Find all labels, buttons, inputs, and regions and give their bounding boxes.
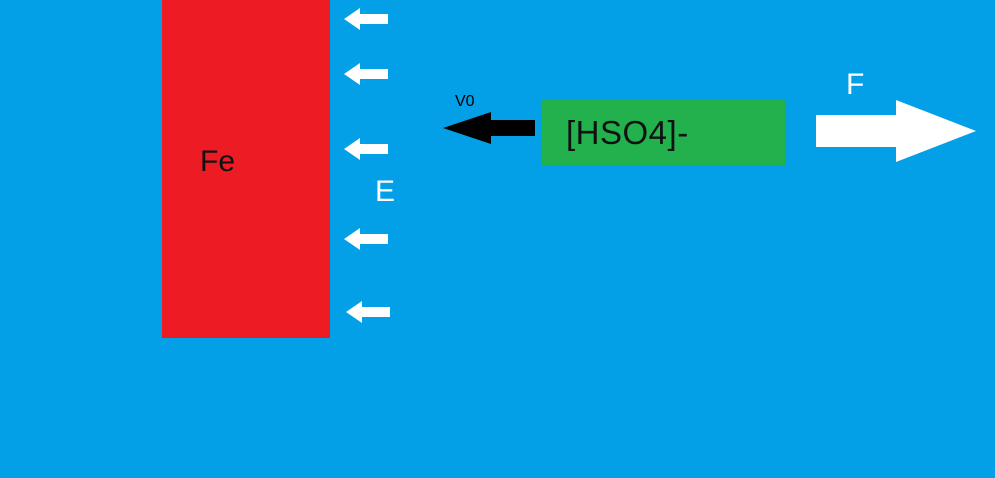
field-arrow-icon	[344, 63, 388, 85]
field-arrow-icon	[346, 301, 390, 323]
force-label: F	[846, 68, 865, 101]
ion-box	[541, 99, 785, 165]
iron-plate	[162, 0, 330, 338]
field-arrow-icon	[344, 8, 388, 30]
velocity-arrow-icon	[443, 112, 535, 144]
ion-label: [HSO4]-	[566, 114, 689, 151]
force-arrow-icon	[816, 100, 976, 162]
field-arrow-icon	[344, 138, 388, 160]
iron-plate-label: Fe	[200, 145, 236, 178]
velocity-label: V0	[455, 93, 475, 110]
field-arrow-icon	[344, 228, 388, 250]
field-label: E	[375, 175, 396, 208]
